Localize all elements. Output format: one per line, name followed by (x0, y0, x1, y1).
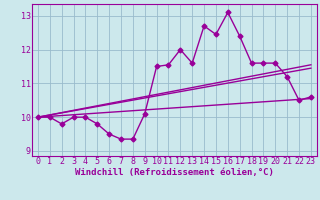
X-axis label: Windchill (Refroidissement éolien,°C): Windchill (Refroidissement éolien,°C) (75, 168, 274, 177)
